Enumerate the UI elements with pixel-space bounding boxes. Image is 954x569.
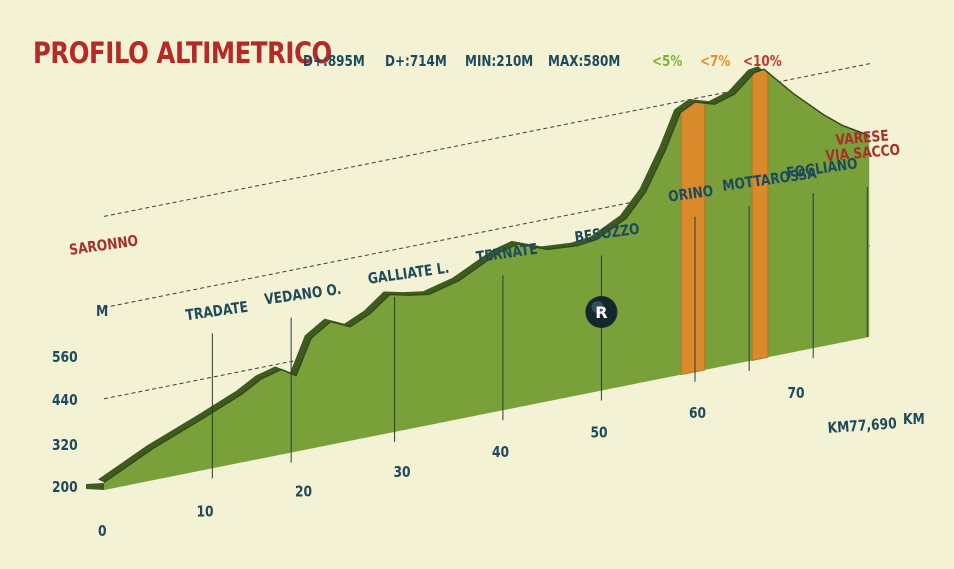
place-label-0: SARONNO bbox=[68, 232, 139, 259]
place-label-2: VEDANO O. bbox=[263, 281, 342, 309]
page-title: PROFILO ALTIMETRICO bbox=[33, 36, 332, 70]
finish-label-0: VARESE bbox=[835, 127, 890, 149]
x-tick-40: 40 bbox=[492, 444, 509, 461]
terrain-base bbox=[86, 483, 104, 490]
finish-label-1: VIA SACCO bbox=[825, 141, 901, 165]
profile-line bbox=[103, 68, 870, 484]
y-tick-440: 440 bbox=[52, 392, 78, 409]
legend-lt5: <5% bbox=[652, 52, 683, 70]
x-tick-30: 30 bbox=[394, 464, 411, 481]
stat-ascent-1: D+:895M bbox=[303, 52, 365, 70]
steep-segment-1 bbox=[751, 68, 769, 361]
x-tick-70: 70 bbox=[788, 385, 805, 402]
place-label-6: ORINO bbox=[667, 183, 714, 207]
terrain-area bbox=[104, 69, 870, 491]
y-axis-label: M bbox=[96, 303, 108, 320]
stat-max: MAX:580M bbox=[548, 52, 621, 70]
y-tick-320: 320 bbox=[52, 437, 78, 454]
x-tick-10: 10 bbox=[197, 503, 214, 520]
x-tick-20: 20 bbox=[295, 483, 312, 500]
x-tick-0: 0 bbox=[98, 523, 107, 540]
legend-lt7: <7% bbox=[700, 52, 731, 70]
x-axis-label: KM bbox=[903, 411, 925, 428]
y-tick-200: 200 bbox=[52, 479, 78, 496]
stat-min: MIN:210M bbox=[465, 52, 534, 70]
place-label-3: GALLIATE L. bbox=[367, 259, 451, 288]
stat-ascent-2: D+:714M bbox=[385, 52, 447, 70]
x-tick-50: 50 bbox=[591, 424, 608, 441]
x-tick-60: 60 bbox=[689, 405, 706, 422]
refreshment-label: R bbox=[595, 303, 607, 322]
legend-lt10: <10% bbox=[743, 52, 782, 70]
refreshment-marker-shine bbox=[591, 301, 604, 313]
x-end-label: KM77,690 bbox=[827, 415, 897, 437]
place-label-1: TRADATE bbox=[185, 299, 250, 325]
y-tick-560: 560 bbox=[52, 349, 78, 366]
steep-segment-0 bbox=[680, 101, 706, 376]
